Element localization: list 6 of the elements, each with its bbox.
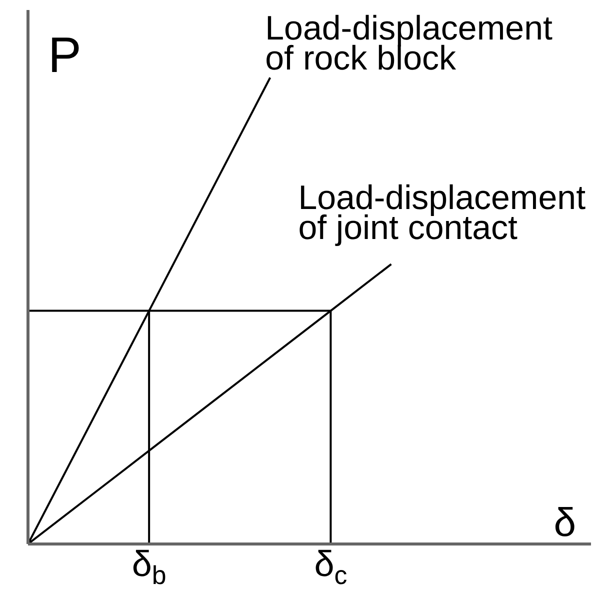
x-tick-label: δ$_{b}$ bbox=[132, 543, 166, 590]
text: Load-displacement of joint contact bbox=[298, 179, 586, 248]
x-tick-label: δ$_{c}$ bbox=[314, 543, 348, 590]
x-axis-title: δ bbox=[554, 501, 576, 545]
y-axis-title: P bbox=[48, 27, 82, 83]
series-label: Load-displacement of rock block bbox=[265, 10, 553, 78]
